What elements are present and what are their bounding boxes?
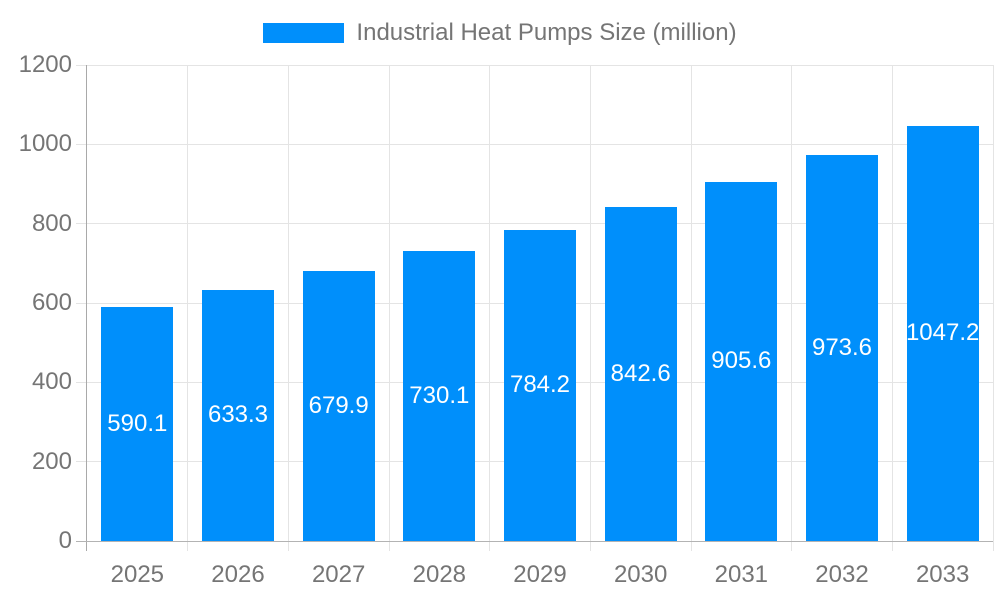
x-axis-tick — [791, 541, 793, 551]
bar-value-label: 1047.2 — [905, 319, 980, 347]
bar[interactable]: 784.2 — [504, 229, 576, 541]
bar-value-label: 905.6 — [711, 347, 772, 375]
bar[interactable]: 679.9 — [302, 271, 375, 541]
y-axis-tick-label: 1200 — [18, 51, 72, 78]
bar[interactable]: 1047.2 — [905, 125, 980, 541]
bar-value-label: 973.6 — [811, 333, 873, 361]
bar-value-label: 784.2 — [509, 371, 571, 399]
y-axis-tick-label: 1000 — [18, 130, 72, 158]
bar-value-label: 842.6 — [610, 359, 671, 387]
legend[interactable]: Industrial Heat Pumps Size (million) — [0, 18, 1000, 48]
x-axis-tick-label: 2028 — [412, 561, 467, 588]
x-axis-tick-label: 2026 — [211, 561, 265, 588]
x-axis-line — [76, 541, 993, 542]
y-axis-line — [86, 65, 87, 551]
bar[interactable]: 905.6 — [705, 181, 778, 541]
x-axis-tick — [187, 541, 189, 551]
v-gridline — [388, 65, 390, 541]
x-axis-tick — [489, 541, 491, 551]
y-axis-tick-label: 800 — [31, 209, 72, 237]
x-axis-tick — [287, 541, 289, 551]
y-axis-tick — [76, 223, 87, 225]
x-axis-tick-label: 2033 — [915, 561, 970, 588]
x-axis-tick — [690, 541, 692, 551]
v-gridline — [891, 65, 893, 541]
y-axis-tick-label: 200 — [31, 447, 72, 475]
x-axis-tick — [891, 541, 893, 551]
y-axis-tick-label: 600 — [31, 289, 72, 316]
v-gridline — [992, 65, 994, 541]
h-gridline — [87, 223, 993, 225]
legend-marker-icon — [263, 23, 345, 43]
x-axis-tick — [992, 541, 994, 551]
bar[interactable]: 973.6 — [806, 154, 878, 541]
h-gridline — [87, 143, 993, 145]
v-gridline — [791, 65, 793, 541]
v-gridline — [287, 65, 289, 541]
v-gridline — [690, 65, 692, 541]
y-axis-tick — [76, 381, 87, 383]
y-axis-tick-label: 400 — [31, 368, 72, 396]
x-axis-tick-label: 2032 — [815, 561, 869, 588]
bar-value-label: 730.1 — [409, 382, 470, 410]
y-axis-tick — [76, 302, 87, 304]
x-axis-tick — [388, 541, 390, 551]
bar-value-label: 633.3 — [207, 401, 269, 429]
bar[interactable]: 633.3 — [202, 289, 274, 541]
x-axis-tick-label: 2031 — [714, 561, 769, 588]
v-gridline — [489, 65, 491, 541]
bar[interactable]: 590.1 — [101, 306, 174, 541]
x-axis-tick — [589, 541, 591, 551]
x-axis-tick-label: 2027 — [311, 561, 366, 588]
bar[interactable]: 842.6 — [604, 206, 677, 541]
x-axis-tick-label: 2030 — [613, 561, 668, 588]
y-axis-tick — [76, 461, 87, 463]
bar-value-label: 679.9 — [308, 392, 369, 420]
x-axis-tick-label: 2025 — [110, 561, 165, 588]
y-axis-tick — [76, 64, 87, 66]
v-gridline — [589, 65, 591, 541]
x-axis-tick-label: 2029 — [513, 561, 567, 588]
legend-series-label: Industrial Heat Pumps Size (million) — [356, 19, 737, 46]
y-axis-tick — [76, 143, 87, 145]
bar[interactable]: 730.1 — [403, 251, 476, 541]
y-axis-tick-label: 0 — [58, 527, 72, 554]
bar-value-label: 590.1 — [107, 409, 168, 437]
v-gridline — [187, 65, 189, 541]
h-gridline — [87, 64, 993, 66]
